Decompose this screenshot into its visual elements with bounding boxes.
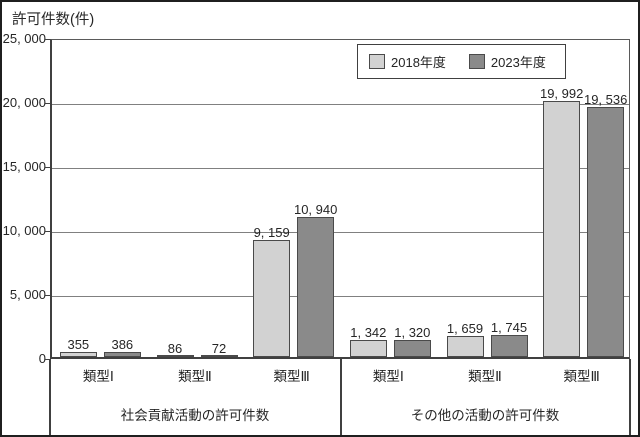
bar xyxy=(490,334,528,357)
plot-area: 355 86 9, 159 1, 342 1, 659 19, 992 386 72 10, 9… xyxy=(50,39,630,359)
bar xyxy=(59,352,97,357)
y-tick-label: 20, 000 xyxy=(2,95,46,110)
group-label: その他の活動の許可件数 xyxy=(410,408,560,423)
bar-value-label: 72 xyxy=(211,340,227,356)
bar xyxy=(543,101,581,357)
gridline xyxy=(52,168,629,169)
bar xyxy=(253,239,291,357)
y-tick-label: 15, 000 xyxy=(2,159,46,174)
gridline xyxy=(52,232,629,233)
group-divider xyxy=(49,359,51,435)
category-label: 類型Ⅲ xyxy=(563,369,600,384)
category-label: 類型Ⅰ xyxy=(82,369,114,384)
legend-item-label: 2023年度 xyxy=(490,55,546,70)
bar xyxy=(393,340,431,357)
y-tick-label: 0 xyxy=(38,351,46,366)
y-tick-label: 5, 000 xyxy=(9,287,46,302)
category-label: 類型Ⅲ xyxy=(273,369,310,384)
legend: 2018年度 2023年度 xyxy=(357,44,566,79)
bar-value-label: 1, 320 xyxy=(394,325,431,341)
gridline xyxy=(52,296,629,297)
legend-item: 2018年度 xyxy=(369,52,446,71)
legend-item-label: 2018年度 xyxy=(391,55,446,70)
bar-value-label: 86 xyxy=(167,340,183,356)
bar-value-label: 355 xyxy=(67,337,90,353)
gridline xyxy=(52,104,629,105)
bar xyxy=(446,335,484,357)
category-label: 類型Ⅱ xyxy=(178,369,212,384)
y-tick-label: 10, 000 xyxy=(2,223,46,238)
bar xyxy=(103,352,141,357)
legend-swatch-icon xyxy=(369,54,385,69)
bar-value-label: 1, 745 xyxy=(490,319,528,335)
legend-swatch-icon xyxy=(468,54,485,69)
bar-value-label: 19, 536 xyxy=(583,91,628,107)
bar xyxy=(587,106,625,357)
bar-value-label: 386 xyxy=(111,337,134,353)
bar xyxy=(349,339,387,357)
y-tick-mark xyxy=(45,39,50,40)
y-tick-mark xyxy=(45,359,50,360)
category-label: 類型Ⅰ xyxy=(372,369,404,384)
bar-value-label: 1, 659 xyxy=(446,320,484,336)
y-tick-mark xyxy=(45,231,50,232)
bar-value-label: 9, 159 xyxy=(253,224,290,240)
bar-value-label: 1, 342 xyxy=(350,324,387,340)
y-tick-mark xyxy=(45,103,50,104)
y-tick-label: 25, 000 xyxy=(2,31,46,46)
bar xyxy=(200,355,238,357)
group-label: 社会貢献活動の許可件数 xyxy=(120,408,270,423)
bar xyxy=(297,216,335,357)
y-tick-mark xyxy=(45,295,50,296)
group-divider xyxy=(629,359,631,435)
group-divider xyxy=(340,359,342,435)
bar-value-label: 19, 992 xyxy=(539,86,584,102)
category-label: 類型Ⅱ xyxy=(468,369,502,384)
y-axis-title: 許可件数(件) xyxy=(12,12,95,28)
bar-value-label: 10, 940 xyxy=(293,201,338,217)
legend-item: 2023年度 xyxy=(468,52,546,71)
bar xyxy=(156,355,194,357)
y-tick-mark xyxy=(45,167,50,168)
